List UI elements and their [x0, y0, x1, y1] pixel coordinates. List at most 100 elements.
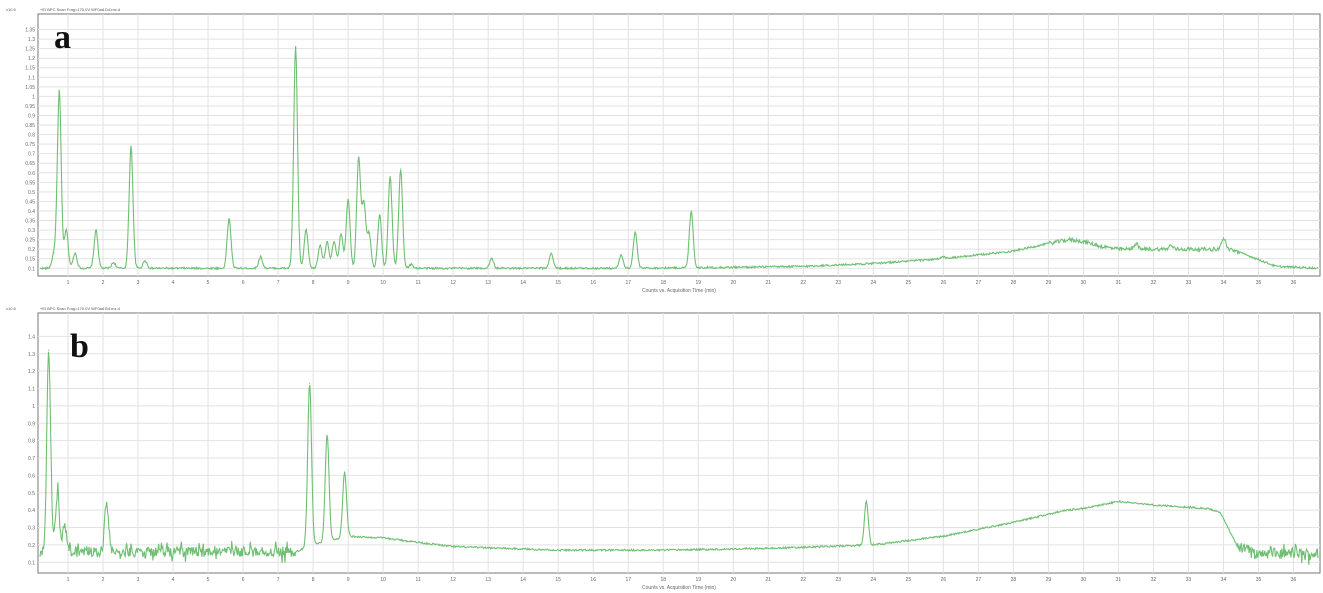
chart-a-peak-point	[379, 214, 381, 216]
chart-a-trace	[39, 45, 1319, 271]
chart-b-x-tick-label: 13	[485, 577, 491, 583]
chart-a-y-exponent: x10 6	[6, 7, 17, 12]
chart-b-y-tick-label: 1.2	[28, 369, 35, 375]
chart-a-peak-point	[368, 233, 370, 235]
chart-b-x-tick-label: 26	[941, 577, 947, 583]
chart-a-x-tick-label: 2	[102, 280, 105, 286]
chart-b-x-tick-label: 7	[277, 577, 280, 583]
chart-a-x-axis-label: Counts vs. Acquisition Time (min)	[642, 288, 716, 294]
chart-b-svg: +EI BPC Scan Frag=170.0V WF0ad.B4.mz.d x1…	[6, 306, 1321, 591]
chart-a-x-tick-label: 1	[67, 280, 70, 286]
chart-a-peak-point	[1222, 237, 1225, 239]
chart-a-peak-point	[550, 252, 552, 254]
chart-a-x-tick-label: 3	[137, 280, 140, 286]
chart-a-y-tick-label: 0.75	[25, 142, 35, 148]
chart-b-y-tick-label: 1	[32, 404, 35, 410]
chart-a-x-tick-label: 19	[695, 280, 701, 286]
chart-a-peak-point	[144, 260, 146, 262]
chart-b-x-tick-label: 34	[1221, 577, 1227, 583]
chart-a-peak-point	[305, 229, 307, 231]
chart-b-y-tick-label: 0.3	[28, 526, 35, 532]
chart-b-y-tick-label: 0.2	[28, 543, 35, 549]
chart-a-y-tick-label: 1.3	[28, 37, 35, 43]
chart-a-y-tick-label: 0.45	[25, 199, 35, 205]
chart-b-x-tick-label: 24	[871, 577, 877, 583]
chart-a-header: +EI BPC Scan Frag=170.0V WF0ad.D4.mz.d	[40, 7, 120, 12]
chart-b-y-tick-label: 0.9	[28, 421, 35, 427]
chart-a-x-tick-label: 25	[906, 280, 912, 286]
chart-b-x-tick-label: 11	[416, 577, 421, 583]
chart-b-x-tick-label: 5	[207, 577, 210, 583]
chart-b-panel-label: b	[70, 328, 89, 365]
chart-a-peak-point	[358, 156, 360, 159]
chart-a-x-tick-label: 31	[1116, 280, 1122, 286]
chart-a-y-tick-label: 0.25	[25, 238, 35, 244]
chart-b-y-tick-label: 0.1	[28, 560, 35, 566]
chart-b-y-tick-label: 0.6	[28, 473, 35, 479]
chart-a-x-tick-label: 29	[1046, 280, 1052, 286]
chart-a-y-tick-label: 0.85	[25, 123, 35, 129]
chart-panel-a: +EI BPC Scan Frag=170.0V WF0ad.D4.mz.d x1…	[6, 7, 1321, 294]
chart-a-peak-point	[347, 198, 349, 201]
chart-a-peak-point	[53, 252, 55, 254]
chart-b-y-tick-label: 1.3	[28, 352, 35, 358]
chart-b-x-tick-label: 17	[625, 577, 631, 583]
chart-a-frame	[37, 13, 1321, 277]
chart-b-x-tick-label: 33	[1186, 577, 1192, 583]
chart-a-peak-point	[112, 261, 115, 264]
chart-a-peak-point	[942, 256, 944, 258]
chart-a-x-tick-label: 13	[485, 280, 491, 286]
chart-b-x-tick-label: 32	[1151, 577, 1157, 583]
chart-b-peak-point	[309, 382, 311, 384]
chart-a-peak-point	[130, 145, 132, 147]
chart-b-x-tick-label: 30	[1081, 577, 1087, 583]
chart-a-x-tick-label: 8	[312, 280, 315, 286]
chart-b-x-tick-label: 14	[520, 577, 526, 583]
chart-b-peak-point	[105, 502, 108, 504]
chart-a-peak-point	[1170, 244, 1172, 246]
chart-a-peak-point	[228, 218, 230, 220]
chart-a-y-tick-label: 0.7	[28, 152, 35, 158]
chart-a-y-tick-label: 1.05	[25, 85, 35, 91]
chart-a-x-tick-label: 34	[1221, 280, 1227, 286]
chart-a-x-tick-label: 9	[347, 280, 350, 286]
chart-a-y-tick-label: 0.8	[28, 133, 35, 139]
chart-a-y-tick-label: 1.35	[25, 28, 35, 34]
chart-b-y-tick-label: 0.4	[28, 508, 35, 514]
chart-a-y-tick-label: 0.9	[28, 113, 35, 119]
chart-a-x-tick-label: 32	[1151, 280, 1157, 286]
chart-b-x-tick-label: 36	[1291, 577, 1297, 583]
chart-a-y-tick-label: 0.55	[25, 180, 35, 186]
chart-a-x-tick-label: 21	[766, 280, 772, 286]
chart-a-peak-point	[363, 202, 365, 204]
chart-a-peak-point	[491, 258, 493, 260]
chart-a-x-tick-label: 36	[1291, 280, 1297, 286]
chart-a-peak-point	[634, 231, 636, 233]
chart-a-y-tick-label: 0.65	[25, 161, 35, 167]
chart-a-x-tick-label: 17	[625, 280, 631, 286]
chart-a-peak-point	[1135, 242, 1137, 245]
chart-b-x-tick-label: 3	[137, 577, 140, 583]
chart-a-x-tick-label: 5	[207, 280, 210, 286]
chart-a-x-tick-label: 28	[1011, 280, 1017, 286]
chart-a-x-tick-label: 23	[836, 280, 842, 286]
chart-a-panel-label: a	[54, 19, 71, 56]
chart-a-y-tick-label: 1.2	[28, 56, 35, 62]
chart-b-x-tick-label: 20	[730, 577, 736, 583]
chart-a-peak-point	[95, 229, 97, 231]
chart-a-peak-point	[389, 176, 391, 178]
chart-a-x-tick-label: 16	[590, 280, 596, 286]
chart-a-x-tick-label: 15	[555, 280, 561, 286]
chart-b-y-tick-label: 1.1	[28, 387, 35, 393]
chart-b-y-exponent: x10 6	[6, 306, 17, 311]
chart-a-y-tick-label: 0.6	[28, 171, 35, 177]
chart-a-x-tick-label: 30	[1081, 280, 1087, 286]
chart-a-peak-point	[410, 263, 412, 266]
chart-b-x-tick-label: 22	[801, 577, 807, 583]
chart-b-y-tick-label: 0.8	[28, 439, 35, 445]
chart-b-peak-point	[344, 471, 346, 473]
chart-a-y-tick-label: 1	[32, 94, 35, 100]
chart-a-y-tick-label: 1.15	[25, 66, 35, 72]
chart-a-x-tick-label: 22	[801, 280, 807, 286]
chart-panel-b: +EI BPC Scan Frag=170.0V WF0ad.B4.mz.d x1…	[0, 305, 1323, 593]
